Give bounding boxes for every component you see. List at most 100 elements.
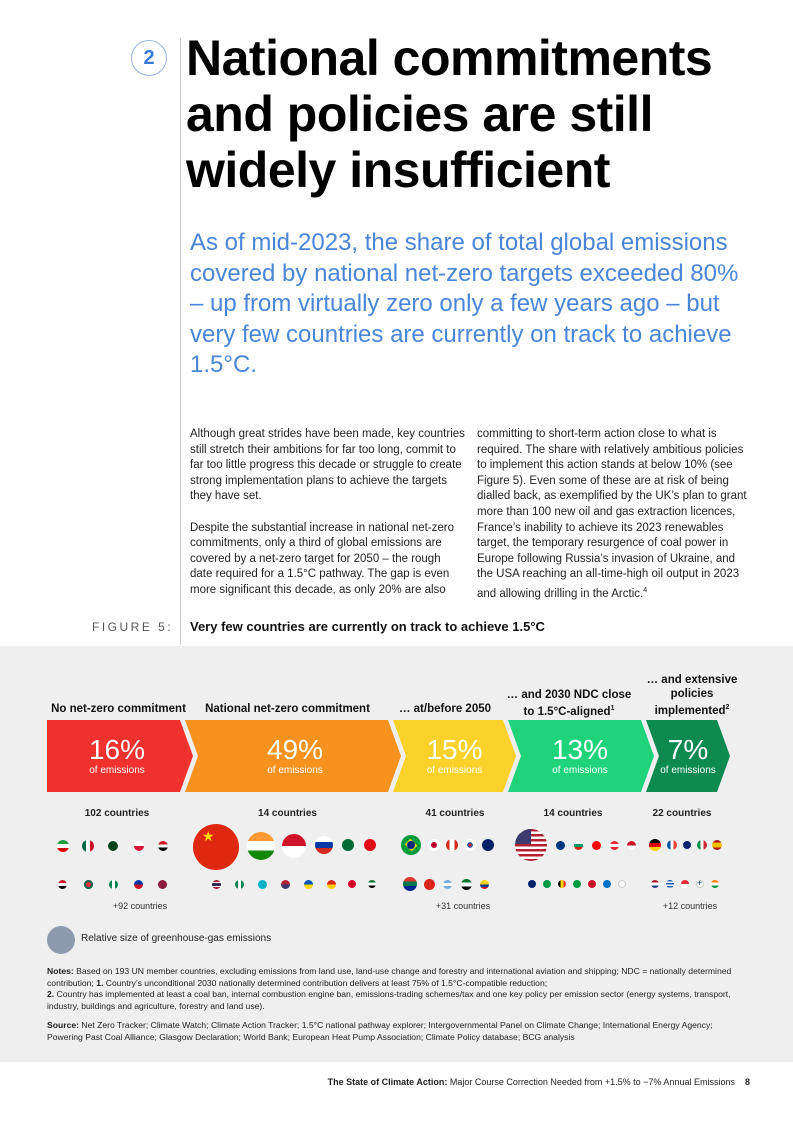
flag-vietnam-icon (424, 879, 435, 890)
flag-uk-icon (682, 840, 692, 850)
legend-bubble-icon (47, 926, 75, 954)
flag-iran-icon (57, 840, 69, 852)
flag-qatar-icon (158, 880, 167, 889)
stage-country-count: 22 countries (652, 808, 712, 819)
flag-country-icon (368, 880, 376, 888)
stage-arrow-policies (646, 720, 730, 792)
section-number-badge: 2 (131, 40, 167, 76)
flag-austria-icon (610, 841, 619, 850)
flag-australia-icon (482, 839, 494, 851)
flag-usa-icon (515, 829, 547, 861)
page-footer: The State of Climate Action: Major Cours… (200, 1077, 750, 1087)
source-paragraph: Source: Net Zero Tracker; Climate Watch;… (47, 1020, 713, 1042)
flag-india-icon (247, 832, 275, 860)
stage-arrow-no-commitment (47, 720, 193, 792)
stage-heading: National net-zero commitment (205, 703, 370, 715)
stage-heading: … at/before 2050 (398, 703, 492, 715)
stage-value: 13% of emissions (551, 734, 609, 777)
flag-pakistan-icon (107, 840, 119, 852)
flag-ukraine-icon (304, 880, 313, 889)
page-number: 8 (744, 1077, 750, 1087)
flag-canada-icon (446, 839, 458, 851)
flag-country-icon (528, 880, 536, 888)
stage-value: 49% of emissions (266, 734, 324, 777)
stage-arrow-2050 (393, 720, 516, 792)
body-paragraph: Although great strides have been made, k… (190, 428, 465, 503)
flag-netherlands-icon (651, 880, 659, 888)
flag-spain-icon (712, 840, 722, 850)
flag-colombia-icon (480, 880, 489, 889)
footer-subtitle: Major Course Correction Needed from +1.5… (447, 1077, 735, 1087)
flag-indonesia-icon (282, 834, 306, 858)
flag-uae-icon (461, 879, 472, 890)
figure-panel (0, 646, 793, 1062)
flag-philippines-icon (134, 880, 143, 889)
flag-brazil-icon (401, 835, 421, 855)
stage-country-count: 41 countries (425, 808, 485, 819)
flag-china-icon: ★ (193, 824, 239, 870)
flag-south-africa-icon (403, 877, 417, 891)
legend-label: Relative size of greenhouse-gas emission… (81, 933, 272, 944)
flag-bangladesh-icon (84, 880, 93, 889)
flag-country-icon (711, 880, 719, 888)
stage-arrow-net-zero (185, 720, 401, 792)
more-countries: +31 countries (435, 901, 491, 911)
flag-country-icon (348, 880, 356, 888)
section-divider-line (180, 38, 181, 645)
lead-paragraph: As of mid-2023, the share of total globa… (190, 229, 739, 378)
flag-kazakhstan-icon (258, 880, 267, 889)
body-column-2: committing to short-term action close to… (477, 427, 752, 602)
section-number: 2 (143, 46, 155, 69)
figure-notes: Notes: Based on 193 UN member countries,… (47, 966, 747, 1051)
flag-country-icon (573, 880, 581, 888)
flag-saudi-arabia-icon (342, 839, 354, 851)
page-title: National commitments and policies are st… (186, 30, 713, 198)
notes-paragraph: Notes: Based on 193 UN member countries,… (47, 966, 732, 1011)
flag-finland-icon: + (696, 880, 704, 888)
more-countries: +92 countries (112, 901, 168, 911)
flag-germany-icon (649, 839, 661, 851)
flag-poland-icon (134, 841, 144, 851)
flag-country-icon (603, 880, 611, 888)
flag-vietnam-icon (327, 880, 336, 889)
flag-russia-icon (315, 836, 333, 854)
flag-switzerland-icon (592, 841, 601, 850)
flag-country-icon (627, 841, 636, 850)
body-paragraph: Despite the substantial increase in nati… (190, 521, 455, 596)
stage-country-count: 14 countries (543, 808, 603, 819)
flag-country-icon (558, 880, 566, 888)
footer-title: The State of Climate Action: (327, 1077, 448, 1087)
stage-value: 7% of emissions (660, 734, 716, 777)
more-countries: +12 countries (662, 901, 718, 911)
flag-nigeria-icon (235, 880, 244, 889)
flag-mexico-icon (82, 840, 94, 852)
flag-malaysia-icon (281, 880, 290, 889)
flag-thailand-icon (212, 880, 221, 889)
footnote-ref: 4 (643, 586, 648, 594)
body-column-1: Although great strides have been made, k… (190, 427, 465, 614)
flag-france-icon (667, 840, 677, 850)
flag-country-icon (681, 880, 689, 888)
stage-heading: No net-zero commitment (51, 703, 186, 715)
stage-country-count: 102 countries (84, 808, 150, 819)
figure-label: FIGURE 5: (92, 620, 174, 634)
stage-heading: … and extensive policies implemented2 (646, 674, 738, 717)
flag-bulgaria-icon (574, 841, 583, 850)
figure-title: Very few countries are currently on trac… (190, 619, 545, 634)
flag-iraq-icon (58, 880, 67, 889)
stage-country-count: 14 countries (258, 808, 317, 819)
body-paragraph: committing to short-term action close to… (477, 428, 747, 600)
stage-value: 16% of emissions (88, 734, 146, 777)
flag-south-korea-icon (464, 839, 476, 851)
flag-country-icon (618, 880, 626, 888)
stage-heading: … and 2030 NDC close to 1.5°C-aligned1 (506, 689, 632, 718)
flag-country-icon (556, 841, 565, 850)
flag-country-icon (109, 880, 118, 889)
flag-egypt-icon (158, 841, 168, 851)
flag-turkey-icon (364, 839, 376, 851)
flag-country-icon (543, 880, 551, 888)
stage-value: 15% of emissions (426, 734, 483, 777)
flag-japan-icon (428, 839, 440, 851)
flag-italy-icon (697, 840, 707, 850)
